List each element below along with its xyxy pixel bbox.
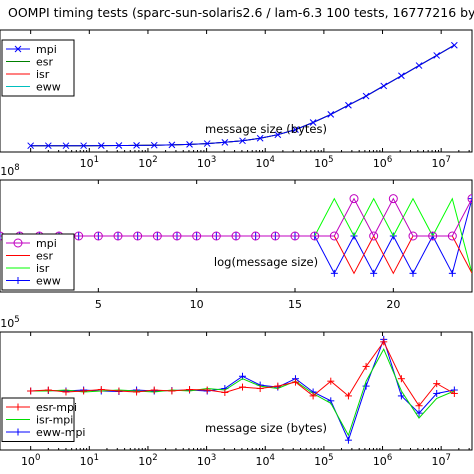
x-tick-label: 104 [256,155,275,170]
marker-x [362,92,370,100]
marker-x [345,101,352,109]
plot-frame [0,179,473,293]
marker-circle [467,194,472,204]
x-axis-label: message size (bytes) [205,122,327,136]
x-tick-label: 101 [80,453,99,468]
marker-circle [74,231,84,241]
marker-x [150,141,158,149]
legend-label-isr-mpi: isr-mpi [36,414,73,427]
marker-x [44,142,52,150]
panel-3: 100 101 102 103 104 105 106 107 105 message size … [0,315,473,468]
x-tick-label: 15 [288,298,302,311]
marker-x [380,82,388,90]
panel-1: 101 102 103 104 105 106 107 message size (bytes… [0,29,473,170]
marker-x [186,141,193,148]
marker-circle [152,231,162,241]
x-tick-label: 103 [197,453,216,468]
marker-x [292,126,299,133]
x-tick-label: 102 [138,155,157,170]
marker-x [14,45,22,53]
x-tick-label: 107 [431,453,450,468]
x-tick-label: 107 [431,155,450,170]
marker-x [168,141,176,149]
marker-circle [113,231,123,241]
x-tick-label: 20 [386,298,400,311]
marker-circle [211,231,221,241]
marker-circle [133,231,143,241]
legend-label-esr: esr [36,250,53,263]
x-tick-label: 105 [314,155,333,170]
legend-label-mpi: mpi [36,43,57,56]
marker-circle [408,231,418,241]
marker-circle [290,231,300,241]
marker-x [433,52,441,59]
marker-x [256,134,264,142]
marker-x [327,111,335,118]
x-tick-label: 5 [95,298,102,311]
legend-label-eww: eww [36,81,61,94]
marker-circle [349,194,359,204]
marker-circle [231,231,241,241]
x-tick-label: 101 [80,155,99,170]
series-group [27,41,458,150]
chart-title: OOMPI timing tests (sparc-sun-solaris2.6… [8,5,474,20]
marker-x [309,119,317,126]
legend-label-esr-mpi: esr-mpi [36,401,77,414]
marker-circle [428,231,438,241]
legend-label-eww: eww [36,275,61,288]
marker-x [398,72,405,80]
marker-circle [93,231,103,241]
marker-x [62,142,70,150]
marker-x [415,62,423,69]
legend-label-isr: isr [36,262,50,275]
series-group [0,194,472,277]
series-group [27,335,458,444]
legend-label-mpi: mpi [36,237,57,250]
marker-circle [310,231,320,241]
legend-label-isr: isr [36,68,50,81]
marker-circle [172,231,182,241]
exponent-label: 108 [0,163,19,178]
marker-x [239,137,246,145]
marker-circle [447,231,457,241]
x-tick-label: 10 [190,298,204,311]
x-tick-label: 104 [256,453,275,468]
x-axis-label: message size (bytes) [205,421,327,435]
x-tick-label: 102 [138,453,157,468]
x-axis-label: log(message size) [214,255,318,269]
series-line-mpi [0,197,472,238]
marker-circle [192,231,202,241]
marker-circle [251,231,261,241]
exponent-label: 105 [0,315,19,330]
x-tick-label: 103 [197,155,216,170]
x-tick-label: 106 [373,453,392,468]
marker-circle [388,194,398,204]
marker-x [133,142,140,149]
marker-x [274,131,282,139]
marker-circle [270,231,280,241]
marker-x [221,138,229,146]
marker-x [115,142,123,149]
marker-x [203,140,211,147]
legend-label-esr: esr [36,56,53,69]
plot-frame [0,29,473,153]
legend-label-eww-mpi: eww-mpi [36,426,85,439]
marker-circle [329,231,339,241]
x-tick-label: 100 [21,453,40,468]
x-tick-label: 106 [373,155,392,170]
marker-x [27,142,35,150]
marker-x [450,41,458,49]
marker-x [97,142,105,149]
marker-x [80,142,87,150]
plot-frame [0,331,473,451]
x-tick-label: 105 [314,453,333,468]
marker-circle [369,231,379,241]
marker-circle [13,238,23,248]
